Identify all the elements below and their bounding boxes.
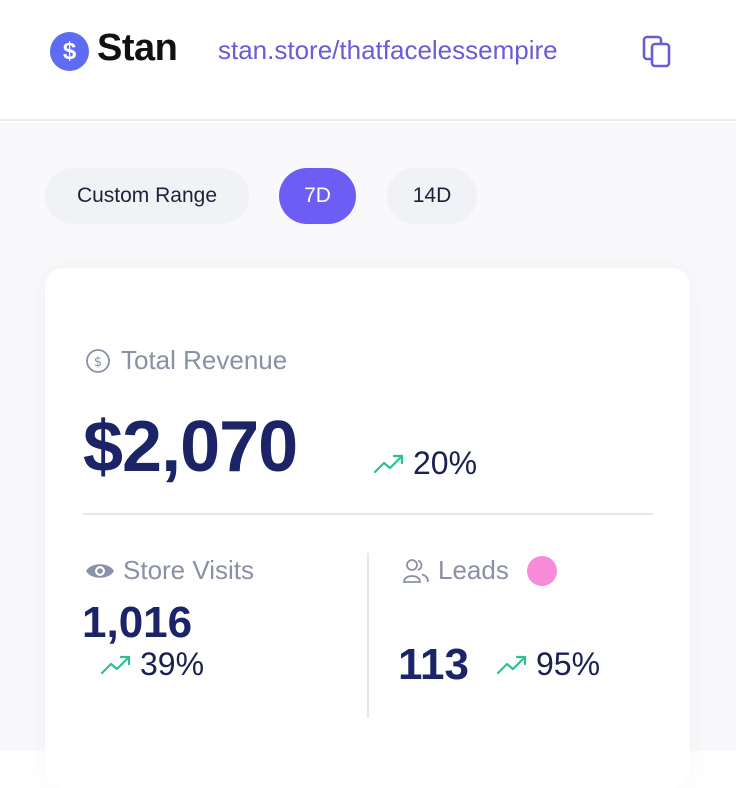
vertical-divider <box>367 553 369 718</box>
filter-custom-range[interactable]: Custom Range <box>45 168 249 224</box>
copy-icon <box>642 35 671 68</box>
brand-name: Stan <box>97 27 178 69</box>
horizontal-divider <box>83 513 653 515</box>
svg-text:$: $ <box>94 355 102 370</box>
dashboard-content: Custom Range 7D 14D $ Total Revenue $2,0… <box>0 123 736 788</box>
eye-icon <box>86 563 114 578</box>
revenue-trend: 20% <box>373 445 477 482</box>
store-visits-trend: 39% <box>100 646 204 683</box>
leads-indicator-dot <box>526 555 557 586</box>
trending-up-icon <box>100 655 131 674</box>
header: $ Stan stan.store/thatfacelessempire <box>0 0 736 121</box>
leads-trend: 95% <box>496 646 600 683</box>
trending-up-icon <box>373 454 404 473</box>
store-url-link[interactable]: stan.store/thatfacelessempire <box>218 35 558 65</box>
copy-button[interactable] <box>640 34 676 70</box>
store-visits-label: Store Visits <box>85 555 254 586</box>
filter-7d[interactable]: 7D <box>279 168 356 224</box>
trending-up-icon <box>496 655 527 674</box>
leads-label: Leads <box>402 555 557 586</box>
leads-value: 113 <box>398 640 469 689</box>
store-visits-value: 1,016 <box>82 598 193 647</box>
stan-logo-icon: $ <box>50 32 89 71</box>
total-revenue-value: $2,070 <box>83 407 298 487</box>
stats-card: $ Total Revenue $2,070 20% Store Visits … <box>45 268 690 788</box>
total-revenue-label: $ Total Revenue <box>85 345 287 376</box>
filter-14d[interactable]: 14D <box>387 168 477 224</box>
dollar-circle-icon: $ <box>86 348 110 373</box>
users-icon <box>403 558 429 583</box>
